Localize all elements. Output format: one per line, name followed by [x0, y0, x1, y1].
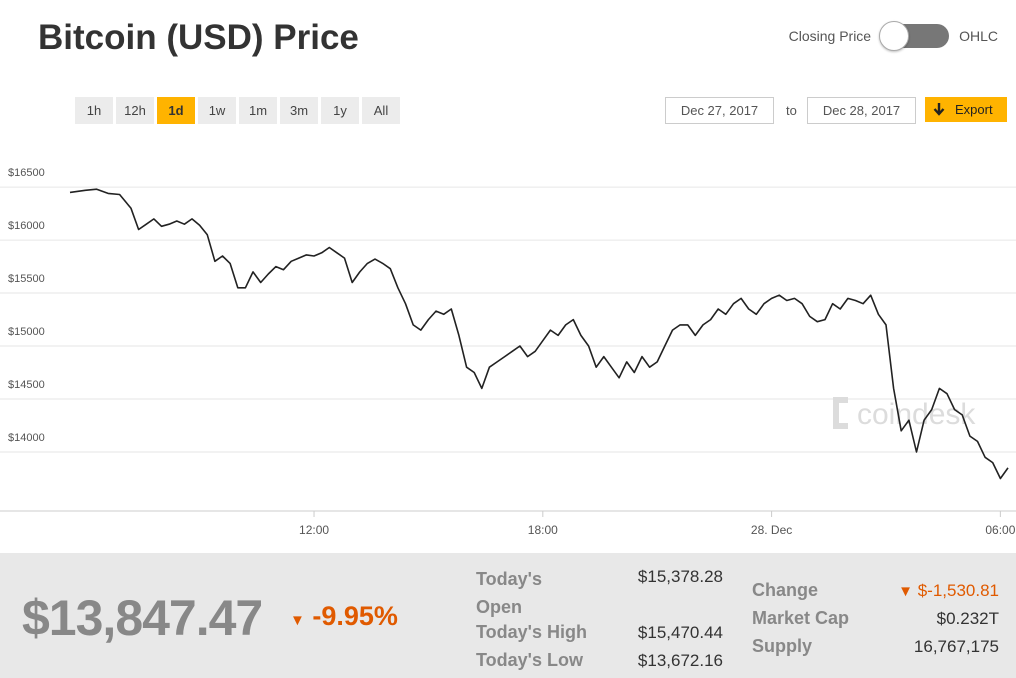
summary-panel: $13,847.47 ▼ -9.95% Today's Open $15,378…: [0, 553, 1016, 678]
market-cap-value: $0.232T: [936, 609, 999, 628]
x-tick-label: 06:00: [985, 523, 1015, 537]
price-mode-toggle-group: Closing Price OHLC: [788, 21, 998, 51]
page-title: Bitcoin (USD) Price: [38, 18, 359, 57]
supply-value: 16,767,175: [913, 637, 999, 656]
export-button[interactable]: Export: [925, 97, 1007, 122]
change-amount: $-1,530.81: [917, 581, 999, 600]
price-line: [69, 188, 1009, 480]
range-button-1w[interactable]: 1w: [198, 97, 236, 124]
arrow-down-icon: [933, 103, 945, 116]
range-button-12h[interactable]: 12h: [116, 97, 154, 124]
market-cap-label: Market Cap: [752, 608, 850, 628]
open-label: Today's Open: [476, 569, 542, 617]
date-to-input[interactable]: Dec 28, 2017: [807, 97, 916, 124]
range-button-1h[interactable]: 1h: [75, 97, 113, 124]
range-button-1d[interactable]: 1d: [157, 97, 195, 124]
x-tick-label: 18:00: [528, 523, 558, 537]
range-selector: 1h 12h 1d 1w 1m 3m 1y All: [75, 97, 400, 124]
coindesk-logo-mark: [833, 397, 848, 429]
open-value: $15,378.28: [637, 567, 723, 586]
change-value: ▼ $-1,530.81: [870, 581, 999, 601]
closing-price-label: Closing Price: [788, 28, 872, 44]
export-label: Export: [955, 102, 993, 117]
ohlc-label: OHLC: [959, 28, 998, 44]
y-tick-label: $15000: [8, 326, 45, 338]
range-button-3m[interactable]: 3m: [280, 97, 318, 124]
change-label: Change: [752, 580, 819, 600]
coindesk-logo: coindesk: [833, 397, 976, 431]
price-mode-toggle[interactable]: [879, 21, 950, 51]
y-tick-label: $14500: [8, 379, 45, 391]
y-tick-label: $14000: [8, 432, 45, 444]
date-from-input[interactable]: Dec 27, 2017: [665, 97, 774, 124]
high-label: Today's High: [476, 622, 587, 642]
coindesk-watermark-text: coindesk: [857, 398, 976, 431]
low-label: Today's Low: [476, 650, 583, 670]
change-percent-value: -9.95%: [312, 601, 398, 631]
down-triangle-icon: ▼: [898, 583, 913, 600]
date-separator: to: [786, 103, 797, 118]
toggle-knob[interactable]: [879, 21, 910, 51]
current-price: $13,847.47: [22, 590, 263, 646]
y-tick-label: $16000: [8, 220, 45, 232]
high-value: $15,470.44: [637, 623, 723, 642]
price-change-percent: ▼ -9.95%: [290, 601, 398, 632]
low-value: $13,672.16: [637, 651, 723, 670]
y-tick-label: $16500: [8, 167, 45, 179]
range-button-1m[interactable]: 1m: [239, 97, 277, 124]
range-button-all[interactable]: All: [362, 97, 400, 124]
supply-label: Supply: [752, 636, 813, 656]
x-tick-label: 28. Dec: [751, 523, 792, 537]
price-chart: coindesk $16500 $16000 $15500 $15000 $14500 $…: [0, 167, 1016, 537]
range-button-1y[interactable]: 1y: [321, 97, 359, 124]
down-triangle-icon: ▼: [290, 612, 305, 629]
y-tick-label: $15500: [8, 273, 45, 285]
x-tick-label: 12:00: [299, 523, 329, 537]
